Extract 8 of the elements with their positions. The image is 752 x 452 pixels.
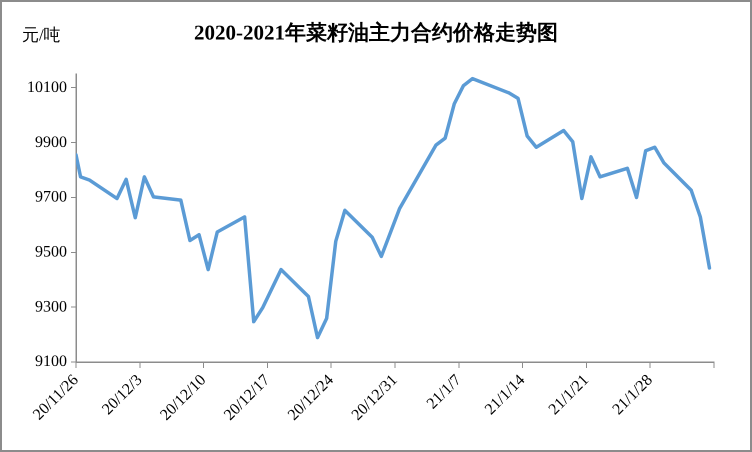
y-tick-label: 9500 xyxy=(35,243,67,260)
y-tick-label: 9300 xyxy=(35,298,67,316)
y-axis-title: 元/吨 xyxy=(22,25,61,44)
y-tick-label: 9900 xyxy=(35,134,67,151)
y-tick-label: 9700 xyxy=(35,188,67,206)
y-tick-label: 9100 xyxy=(35,353,67,370)
chart-title: 2020-2021年菜籽油主力合约价格走势图 xyxy=(194,20,558,44)
y-tick-label: 10100 xyxy=(27,78,67,96)
